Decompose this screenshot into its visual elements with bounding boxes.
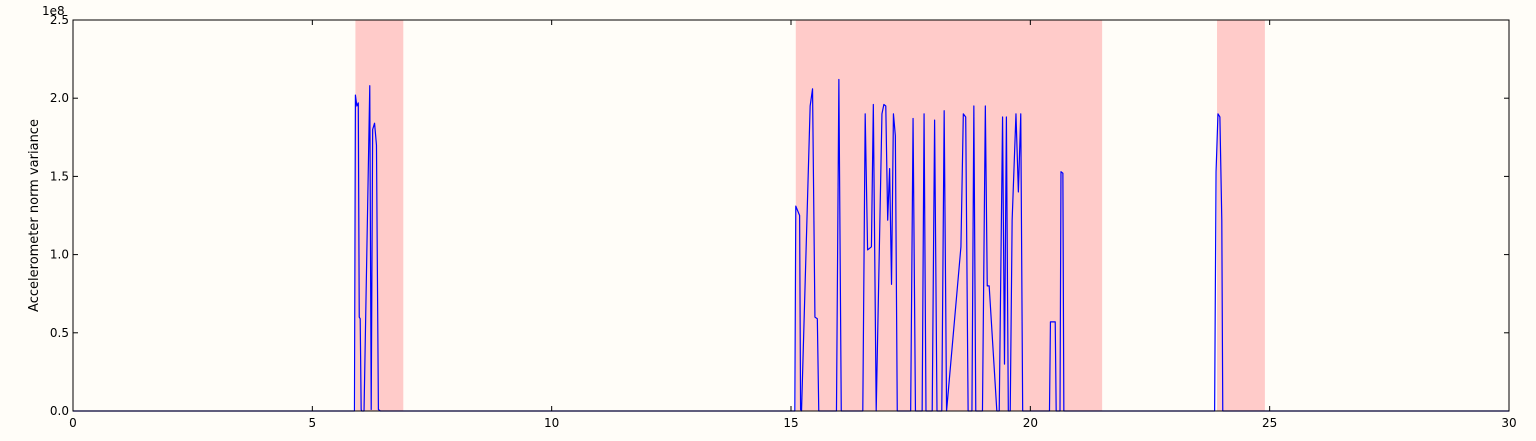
x-tick-label: 15 xyxy=(783,416,798,430)
y-tick-label: 2.5 xyxy=(50,13,69,27)
x-tick-label: 10 xyxy=(544,416,559,430)
plot-frame xyxy=(72,19,1510,412)
shaded-region-2 xyxy=(795,20,1103,411)
y-tick-label: 1.0 xyxy=(50,248,69,262)
y-tick-label: 0.0 xyxy=(50,404,69,418)
series-lines xyxy=(73,78,1509,412)
shaded-regions xyxy=(355,20,1265,411)
x-tick-label: 5 xyxy=(309,416,317,430)
y-tick-label: 2.0 xyxy=(50,91,69,105)
x-tick-label: 0 xyxy=(69,416,77,430)
series-line-1 xyxy=(73,78,1509,412)
y-tick-label: 0.5 xyxy=(50,326,69,340)
x-tick-label: 30 xyxy=(1501,416,1516,430)
shaded-region-1 xyxy=(355,20,404,411)
shaded-region-3 xyxy=(1217,20,1265,411)
y-axis-label: Accelerometer norm variance xyxy=(27,119,42,312)
x-tick-label: 25 xyxy=(1262,416,1277,430)
x-tick-label: 20 xyxy=(1023,416,1038,430)
y-tick-label: 1.5 xyxy=(50,169,69,183)
axis-ticks: 0 5 10 15 20 25 30 0.0 0.5 1.0 1.5 2.0 2.5 xyxy=(50,13,1517,430)
y-scale-label: 1e8 xyxy=(42,4,65,18)
